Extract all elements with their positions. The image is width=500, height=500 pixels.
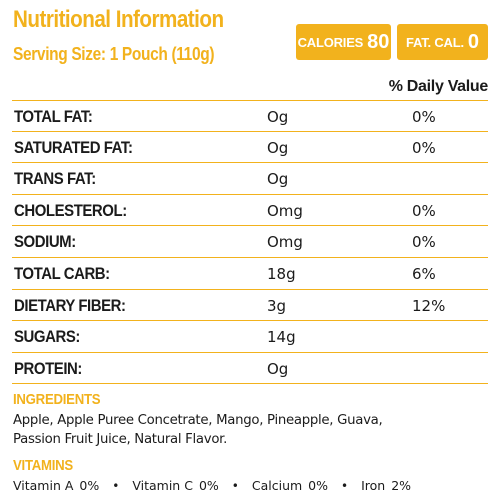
vitamin-item: Calcium 0% [252, 478, 328, 493]
nutrient-daily-value: 0% [412, 108, 436, 126]
nutrition-row-dietary-fiber: DIETARY FIBER: 3g 12% [12, 290, 488, 322]
nutrition-row-sodium: SODIUM: Omg 0% [12, 226, 488, 258]
nutrient-amount: Og [267, 108, 289, 126]
nutrient-name: SATURATED FAT: [14, 137, 133, 157]
vitamin-value: 0% [308, 478, 329, 493]
nutrient-amount: Omg [267, 201, 303, 220]
nutrient-daily-value: 12% [412, 296, 446, 315]
nutrient-amount: Og [267, 170, 289, 189]
nutrient-daily-value: 0% [412, 138, 436, 157]
nutrition-row-sugars: SUGARS: 14g [12, 321, 488, 353]
calories-label: CALORIES [297, 34, 364, 50]
vitamin-value: 2% [391, 478, 412, 493]
calories-value: 80 [367, 30, 390, 53]
nutrient-amount: 3g [267, 296, 287, 315]
vitamin-value: 0% [198, 478, 219, 493]
nutrient-name: PROTEIN: [14, 358, 82, 378]
ingredients-line: Apple, Apple Puree Concetrate, Mango, Pi… [13, 413, 383, 428]
ingredients-text: Apple, Apple Puree Concetrate, Mango, Pi… [13, 411, 433, 449]
vitamin-item: Iron 2% [361, 478, 411, 493]
vitamin-name: Vitamin A [13, 478, 74, 493]
nutrient-daily-value: 0% [412, 201, 436, 220]
nutrient-name: SODIUM: [14, 232, 76, 252]
vitamins-list: Vitamin A 0% • Vitamin C 0% • Calcium 0%… [13, 478, 493, 493]
nutrient-name: TOTAL CARB: [14, 263, 110, 283]
nutrient-name: SUGARS: [14, 327, 80, 347]
nutrient-amount: 18g [267, 264, 296, 283]
vitamin-value: 0% [79, 478, 100, 493]
nutrient-amount: 14g [267, 328, 296, 347]
nutrient-name: TOTAL FAT: [14, 107, 93, 126]
ingredients-line: Passion Fruit Juice, Natural Flavor. [13, 432, 228, 447]
fat-calories-value: 0 [467, 30, 480, 53]
separator-dot: • [341, 478, 349, 493]
nutrition-table: TOTAL FAT: Og 0% SATURATED FAT: Og 0% TR… [12, 100, 488, 385]
nutrient-daily-value: 0% [412, 233, 436, 252]
serving-size: Serving Size: 1 Pouch (110g) [13, 44, 215, 64]
nutrition-row-trans-fat: TRANS FAT: Og [12, 163, 488, 195]
nutrient-name: TRANS FAT: [14, 169, 96, 189]
nutrition-row-total-carb: TOTAL CARB: 18g 6% [12, 258, 488, 290]
ingredients-title: INGREDIENTS [13, 391, 101, 408]
nutrition-row-total-fat: TOTAL FAT: Og 0% [12, 100, 488, 132]
vitamin-name: Iron [361, 478, 386, 493]
vitamin-name: Vitamin C [132, 478, 193, 493]
fat-calories-label: FAT. CAL. [405, 34, 464, 50]
nutrient-amount: Omg [267, 233, 303, 252]
daily-value-header: % Daily Value [388, 78, 489, 95]
nutrient-name: DIETARY FIBER: [14, 295, 126, 315]
separator-dot: • [112, 478, 120, 493]
nutrition-row-cholesterol: CHOLESTEROL: Omg 0% [12, 195, 488, 227]
fat-calories-badge: FAT. CAL. 0 [397, 24, 488, 60]
vitamin-name: Calcium [251, 478, 303, 493]
calories-badge: CALORIES 80 [296, 24, 391, 60]
nutrient-amount: Og [267, 138, 289, 157]
vitamin-item: Vitamin C 0% [132, 478, 218, 493]
nutrition-row-protein: PROTEIN: Og [12, 353, 488, 385]
vitamins-title: VITAMINS [13, 457, 73, 474]
nutrient-amount: Og [267, 359, 289, 378]
page-title: Nutritional Information [13, 6, 224, 33]
nutrient-daily-value: 6% [412, 264, 436, 283]
nutrient-name: CHOLESTEROL: [14, 200, 127, 220]
separator-dot: • [231, 478, 239, 493]
vitamin-item: Vitamin A 0% [13, 478, 99, 493]
nutrition-row-saturated-fat: SATURATED FAT: Og 0% [12, 132, 488, 164]
